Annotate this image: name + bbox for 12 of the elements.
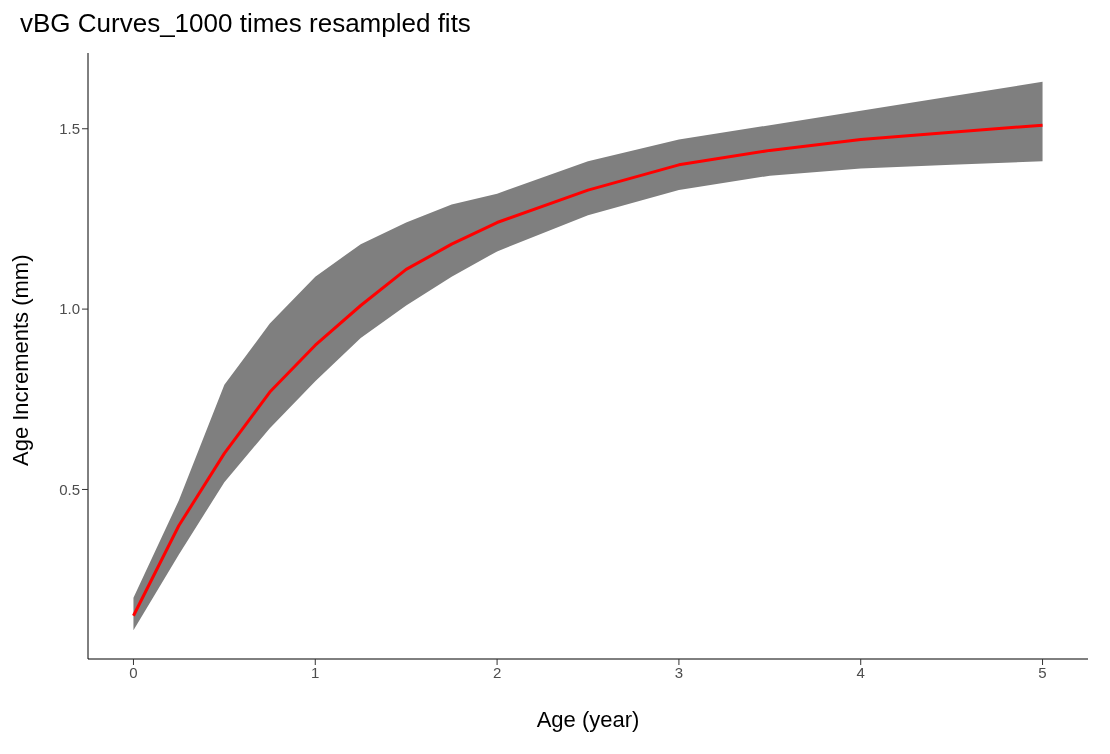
x-tick-label: 3	[674, 663, 684, 681]
x-tick-label: 1	[311, 663, 320, 681]
chart-title: vBG Curves_1000 times resampled fits	[20, 8, 472, 39]
y-tick-label: 1.5	[59, 120, 80, 138]
x-tick-label: 5	[1038, 663, 1047, 681]
y-tick-label: 0.5	[59, 480, 80, 498]
x-tick-label: 4	[856, 663, 865, 681]
y-tick-label: 1.0	[59, 300, 80, 318]
y-axis-title: Age Increments (mm)	[7, 254, 33, 466]
x-tick-label: 2	[492, 663, 502, 681]
x-axis-title: Age (year)	[536, 707, 640, 732]
x-tick-label: 0	[129, 663, 138, 681]
